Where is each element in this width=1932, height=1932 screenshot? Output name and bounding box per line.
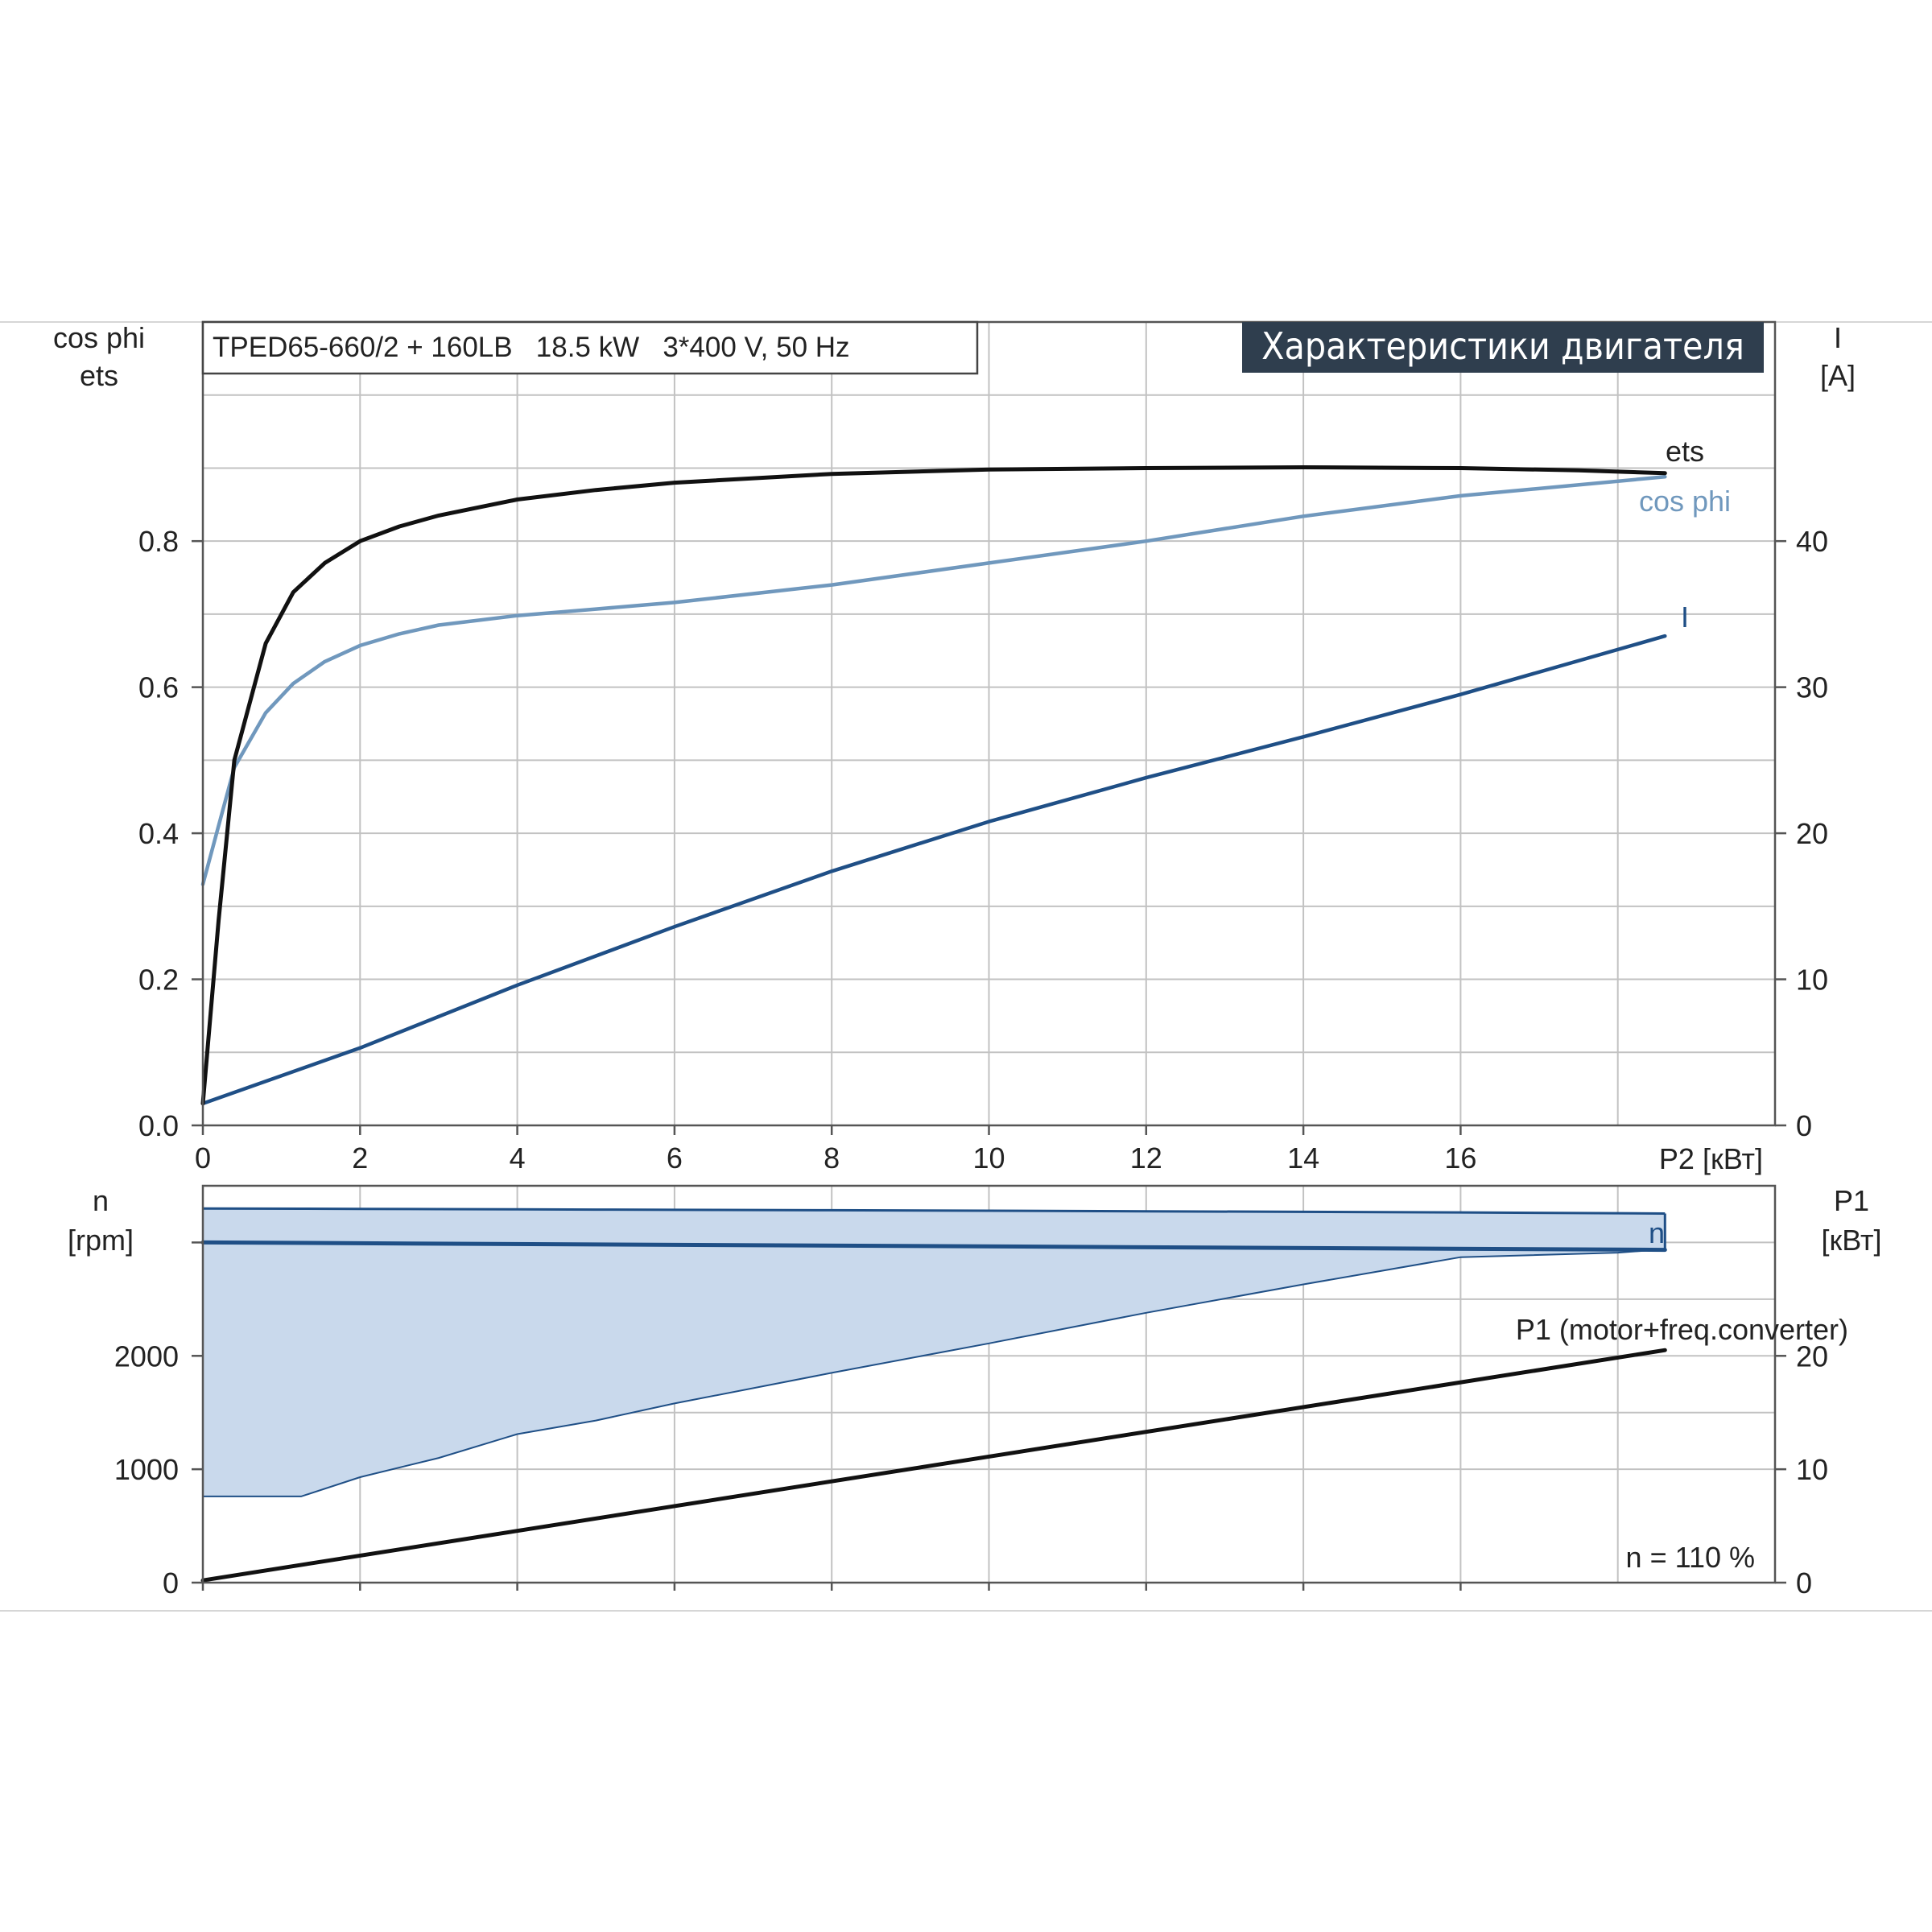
lower-plot: 0 1000 2000 0 10 20 n [rpm] P1 [кВт] n P1 (mo… bbox=[68, 1184, 1882, 1600]
y-right-tick-label: 20 bbox=[1796, 817, 1828, 850]
x-tick-label: 8 bbox=[824, 1141, 840, 1174]
upper-grid bbox=[203, 322, 1775, 1125]
y-right-tick-label: 10 bbox=[1796, 964, 1828, 997]
y-right-tick-label: 0 bbox=[1796, 1109, 1812, 1142]
series-label-i: I bbox=[1681, 601, 1689, 634]
x-axis-label: P2 [кВт] bbox=[1659, 1142, 1763, 1175]
speed-annotation: n = 110 % bbox=[1626, 1541, 1755, 1574]
y-left-label-ets: ets bbox=[80, 359, 118, 392]
x-tick-label: 6 bbox=[667, 1141, 683, 1174]
y-left-label-n: n bbox=[93, 1184, 109, 1217]
y-right-label-unit: [A] bbox=[1820, 359, 1856, 392]
title-box bbox=[201, 320, 979, 375]
y-right-tick-label: 0 bbox=[1796, 1567, 1812, 1600]
x-tick-label: 0 bbox=[195, 1141, 211, 1174]
y-left-tick-label: 0 bbox=[163, 1567, 179, 1600]
y-right-label-kw: [кВт] bbox=[1821, 1224, 1881, 1257]
y-left-label-rpm: [rpm] bbox=[68, 1224, 134, 1257]
y-left-tick-label: 0.8 bbox=[138, 525, 179, 558]
x-tick-label: 12 bbox=[1130, 1141, 1162, 1174]
y-right-label-p1: P1 bbox=[1834, 1184, 1869, 1217]
y-right-tick-label: 30 bbox=[1796, 671, 1828, 704]
series-line-cos-phi bbox=[200, 475, 1667, 886]
series-line-n bbox=[200, 1240, 1667, 1253]
y-left-tick-label: 0.4 bbox=[138, 817, 179, 850]
x-tick-label: 16 bbox=[1444, 1141, 1476, 1174]
speed-band-lower-edge bbox=[203, 1248, 1666, 1497]
series-line-i bbox=[200, 634, 1667, 1106]
upper-ticks: 0 2 4 6 8 10 12 14 16 0.0 0.2 0.4 0.6 0.8 0 10 20 30 40 bbox=[138, 525, 1828, 1174]
y-left-tick-label: 1000 bbox=[114, 1453, 179, 1486]
lower-ticks: 0 1000 2000 0 10 20 bbox=[114, 1241, 1828, 1600]
series-label-n: n bbox=[1649, 1216, 1665, 1249]
series-label-p1: P1 (motor+freq.converter) bbox=[1516, 1313, 1848, 1346]
y-right-tick-label: 40 bbox=[1796, 525, 1828, 558]
y-left-label-cosphi: cos phi bbox=[53, 321, 145, 354]
speed-range-band bbox=[203, 1208, 1666, 1496]
series-line-p1 bbox=[200, 1348, 1667, 1583]
x-tick-label: 14 bbox=[1287, 1141, 1319, 1174]
y-left-tick-label: 0.0 bbox=[138, 1109, 179, 1142]
y-left-tick-label: 0.6 bbox=[138, 671, 179, 704]
speed-band-upper-edge bbox=[202, 1207, 1666, 1215]
upper-series bbox=[200, 465, 1667, 1106]
x-tick-label: 4 bbox=[510, 1141, 526, 1174]
series-label-cosphi: cos phi bbox=[1639, 485, 1731, 518]
banner bbox=[1242, 322, 1764, 373]
y-right-label-i: I bbox=[1834, 321, 1842, 354]
chart-title: TPED65-660/2 + 160LB 18.5 kW 3*400 V, 50… bbox=[213, 332, 850, 363]
x-tick-label: 2 bbox=[352, 1141, 368, 1174]
y-right-tick-label: 10 bbox=[1796, 1453, 1828, 1486]
y-right-tick-label: 20 bbox=[1796, 1340, 1828, 1373]
y-left-tick-label: 2000 bbox=[114, 1340, 179, 1373]
y-left-tick-label: 0.2 bbox=[138, 964, 179, 997]
series-line-ets bbox=[200, 465, 1667, 1106]
x-tick-label: 10 bbox=[972, 1141, 1005, 1174]
lower-series bbox=[200, 1207, 1667, 1583]
upper-plot: 0 2 4 6 8 10 12 14 16 0.0 0.2 0.4 0.6 0.8 0 10 20 30 40 TP… bbox=[53, 320, 1856, 1175]
series-label-ets: ets bbox=[1666, 435, 1704, 468]
banner-text: Характеристики двигателя bbox=[1261, 324, 1744, 368]
